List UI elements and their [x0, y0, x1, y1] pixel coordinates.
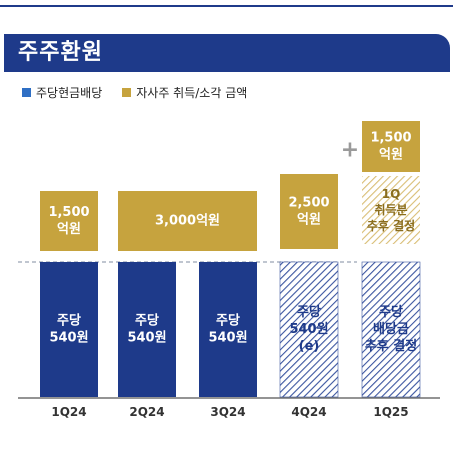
- dividend-bar-2q24: [118, 262, 176, 397]
- dividend-label-1q24-line-0: 주당: [57, 313, 81, 329]
- section-header: 주주환원: [4, 34, 450, 72]
- dividend-label-4q24-line-0: 주당: [297, 304, 321, 320]
- dividend-label-3q24-line-1: 540원: [208, 331, 247, 346]
- dividend-label-1q24-line-1: 540원: [49, 331, 88, 346]
- x-tick-label-1q25: 1Q25: [373, 405, 408, 419]
- buyback-label-1q25-line-1: 억원: [379, 148, 403, 163]
- legend-item-buyback: 자사주 취득/소각 금액: [122, 84, 247, 101]
- page-title: 주주환원: [18, 40, 103, 65]
- plus-sign: +: [341, 138, 359, 163]
- dividend-label-1q25-line-2: 추후 결정: [365, 338, 417, 354]
- x-tick-label-3q24: 3Q24: [210, 405, 245, 419]
- dividend-label-2q24-line-1: 540원: [127, 331, 166, 346]
- dividend-label-2q24-line-0: 주당: [135, 313, 159, 329]
- x-tick-label-2q24: 2Q24: [129, 405, 164, 419]
- dividend-label-1q25-line-0: 주당: [379, 304, 403, 320]
- dividend-bar-4q24: [279, 261, 339, 398]
- buyback-hatched-label-1q25-line-2: 추후 결정: [367, 218, 415, 233]
- dividend-bar-1q25: [361, 261, 421, 398]
- buyback-hatched-label-1q25-line-0: 1Q: [382, 187, 401, 201]
- buyback-hatched-label-1q25-line-1: 취득분: [374, 202, 407, 217]
- legend-swatch-buyback: [122, 87, 132, 97]
- buyback-hatched-bar-1q25: [362, 176, 420, 244]
- dividend-label-1q25-line-1: 배당금: [373, 321, 409, 337]
- buyback-label-1q24-line-1: 억원: [57, 222, 81, 237]
- buyback-label-4q24-line-1: 억원: [297, 213, 321, 228]
- buyback-label-1q24-line-0: 1,500: [48, 205, 89, 220]
- buyback-label-1q25-line-0: 1,500: [370, 131, 411, 146]
- buyback-bar-1q24: [40, 191, 98, 251]
- chart-legend: 주당현금배당 자사주 취득/소각 금액: [22, 84, 267, 100]
- buyback-bar-2q24-3q24: [118, 191, 257, 251]
- x-tick-label-1q24: 1Q24: [51, 405, 86, 419]
- legend-label-buyback: 자사주 취득/소각 금액: [136, 85, 248, 100]
- buyback-label-2q24-3q24-line-0: 3,000억원: [155, 214, 220, 229]
- buyback-bar-4q24: [280, 174, 338, 249]
- dividend-bar-3q24: [199, 262, 257, 397]
- legend-label-dividend: 주당현금배당: [36, 85, 103, 100]
- buyback-label-4q24-line-0: 2,500: [288, 196, 329, 211]
- dividend-bar-1q24: [40, 262, 98, 397]
- dividend-label-3q24-line-0: 주당: [216, 313, 240, 329]
- top-divider: [0, 5, 453, 7]
- buyback-bar-1q25: [362, 121, 420, 172]
- x-tick-label-4q24: 4Q24: [291, 405, 326, 419]
- dividend-label-4q24-line-2: (e): [299, 339, 320, 354]
- legend-item-dividend: 주당현금배당: [22, 84, 102, 101]
- dividend-label-4q24-line-1: 540원: [289, 322, 328, 337]
- legend-swatch-dividend: [22, 87, 31, 97]
